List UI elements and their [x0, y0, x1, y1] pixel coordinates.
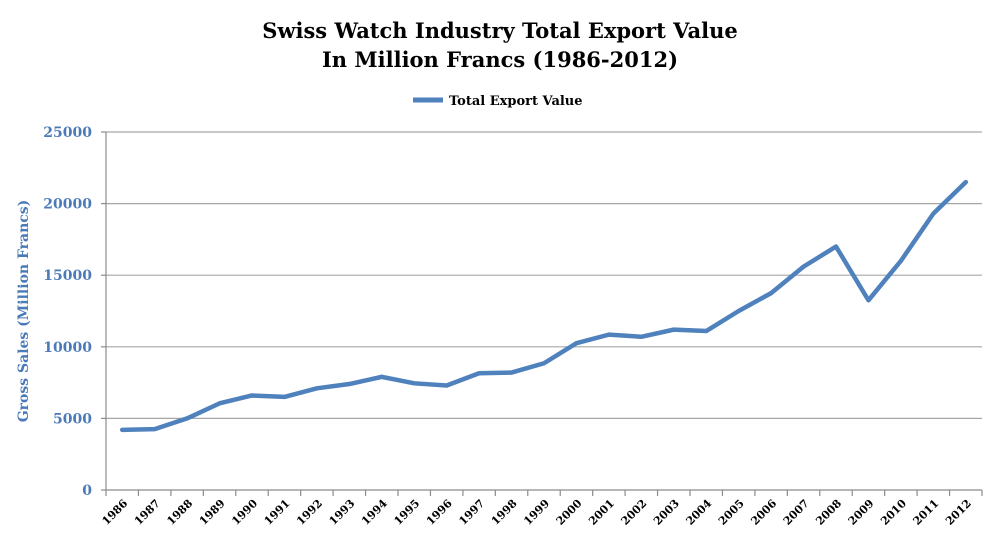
x-tick-label: 2006 — [748, 497, 779, 528]
y-axis-label: Gross Sales (Million Francs) — [16, 200, 32, 423]
x-tick-label: 2011 — [911, 497, 942, 528]
x-tick-label: 1998 — [489, 497, 520, 528]
x-tick-label: 1990 — [229, 497, 260, 528]
x-tick-label: 1987 — [132, 497, 163, 528]
x-tick-label: 2002 — [619, 497, 650, 528]
y-tick-label: 0 — [82, 483, 92, 499]
x-tick-label: 2012 — [943, 497, 974, 528]
x-tick-label: 1997 — [456, 497, 487, 528]
x-tick-label: 2001 — [586, 497, 617, 528]
legend: Total Export Value — [413, 94, 583, 109]
x-tick-label: 1993 — [327, 497, 358, 528]
x-tick-label: 2005 — [716, 497, 747, 528]
legend-label: Total Export Value — [449, 94, 583, 109]
x-tick-label: 2008 — [813, 497, 844, 528]
x-tick-label: 2010 — [878, 497, 909, 528]
y-tick-label: 20000 — [43, 197, 92, 213]
y-tick-label: 5000 — [53, 411, 92, 427]
chart-title-line-2: In Million Francs (1986-2012) — [322, 47, 678, 72]
x-tick-label: 2004 — [683, 497, 714, 528]
x-tick-label: 1989 — [197, 497, 228, 528]
x-tick-label: 2007 — [781, 497, 812, 528]
x-tick-label: 1988 — [164, 497, 195, 528]
y-tick-label: 10000 — [43, 340, 92, 356]
x-tick-label: 1995 — [391, 497, 422, 528]
x-tick-label: 1991 — [262, 497, 293, 528]
x-tick-label: 2003 — [651, 497, 682, 528]
y-tick-label: 25000 — [43, 125, 92, 141]
x-tick-label: 1986 — [99, 497, 130, 528]
series-line — [119, 179, 969, 433]
x-tick-label: 1994 — [359, 497, 390, 528]
x-tick-label: 1996 — [424, 497, 455, 528]
x-tick-label: 1999 — [521, 497, 552, 528]
chart-title-line-1: Swiss Watch Industry Total Export Value — [262, 18, 737, 43]
x-tick-label: 2009 — [846, 497, 877, 528]
x-tick-label: 2000 — [554, 497, 585, 528]
y-tick-label: 15000 — [43, 268, 92, 284]
x-tick-label: 1992 — [294, 497, 325, 528]
